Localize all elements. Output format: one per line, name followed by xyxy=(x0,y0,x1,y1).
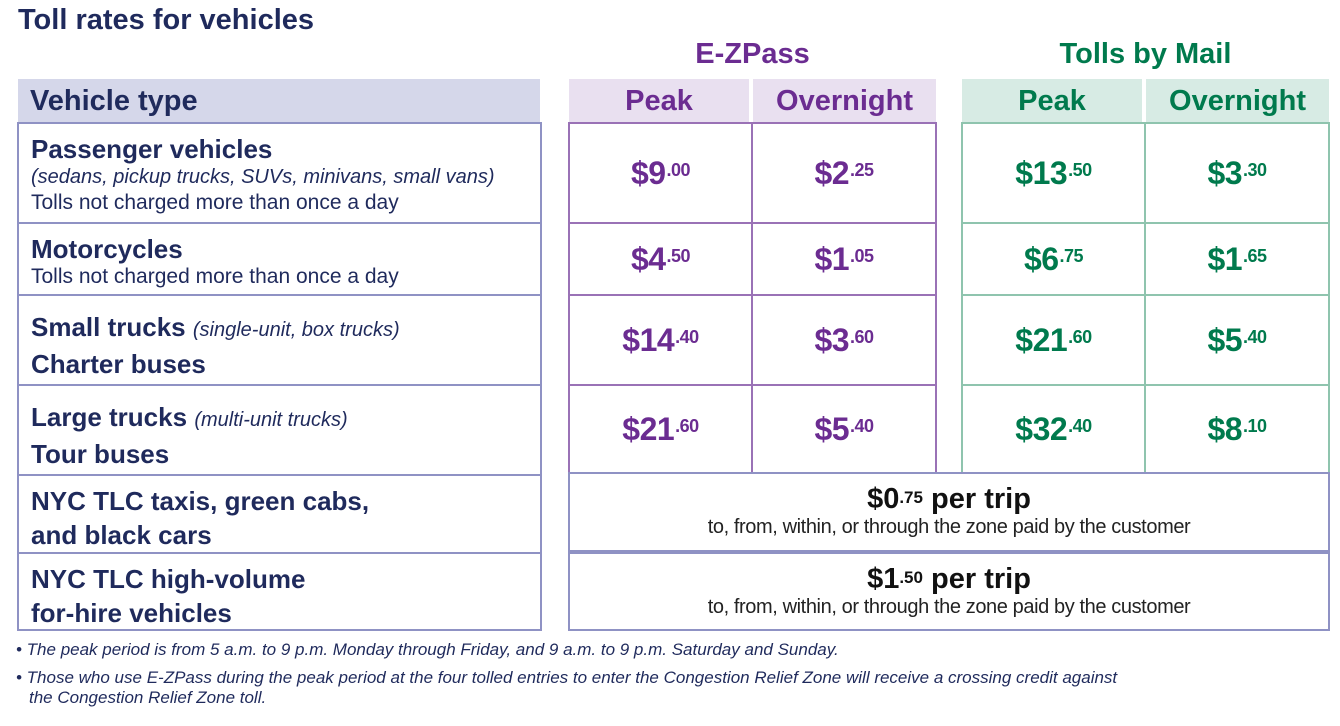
vehicle-detail: (multi-unit trucks) xyxy=(194,409,348,431)
rate-cell: $3.30 xyxy=(1207,154,1267,191)
rate-cell: $1.05 xyxy=(814,240,874,277)
rate-cell: $4.50 xyxy=(630,240,691,277)
rate-cell: $14.40 xyxy=(622,321,699,358)
vehicle-name: NYC TLC high-volume xyxy=(31,564,306,594)
vehicle-row-motorcycles: Motorcycles Tolls not charged more than … xyxy=(19,222,540,294)
trip-amount: $1.50 per trip xyxy=(867,563,1031,595)
vehicle-type-header: Vehicle type xyxy=(18,79,540,123)
vehicle-name: NYC TLC taxis, green cabs, xyxy=(31,486,370,516)
page-title: Toll rates for vehicles xyxy=(18,4,315,36)
vehicle-note: Tolls not charged more than once a day xyxy=(31,191,399,214)
vehicle-name-secondary: for-hire vehicles xyxy=(31,598,232,628)
rate-cell: $3.60 xyxy=(814,321,874,358)
rate-cell: $5.40 xyxy=(814,410,874,447)
rate-cell: $6.75 xyxy=(1023,240,1084,277)
rate-cell: $8.10 xyxy=(1207,410,1267,447)
rate-cell: $2.25 xyxy=(814,154,874,191)
rate-cell: $13.50 xyxy=(1015,154,1092,191)
vehicle-type-column: Passenger vehicles (sedans, pickup truck… xyxy=(17,122,542,631)
rate-cell: $21.60 xyxy=(622,410,699,447)
tolls-by-mail-group-heading: Tolls by Mail xyxy=(1059,38,1232,70)
mail-overnight-header: Overnight xyxy=(1146,79,1329,123)
trip-description: to, from, within, or through the zone pa… xyxy=(707,516,1191,538)
vehicle-row-small-trucks: Small trucks (single-unit, box trucks) C… xyxy=(19,294,540,384)
ezpass-peak-header: Peak xyxy=(569,79,749,123)
vehicle-note: Tolls not charged more than once a day xyxy=(31,265,399,288)
tlc-high-volume-trip-charge: $1.50 per trip to, from, within, or thro… xyxy=(568,552,1330,631)
mail-peak-header: Peak xyxy=(962,79,1142,123)
vehicle-name-secondary: and black cars xyxy=(31,520,212,550)
rate-cell: $5.40 xyxy=(1207,321,1267,358)
vehicle-row-tlc-taxis: NYC TLC taxis, green cabs, and black car… xyxy=(19,474,540,554)
footnote-peak-period: • The peak period is from 5 a.m. to 9 p.… xyxy=(16,640,839,659)
footnote-crossing-credit-cont: the Congestion Relief Zone toll. xyxy=(29,688,267,707)
vehicle-name: Small trucks xyxy=(31,312,186,342)
ezpass-overnight-header: Overnight xyxy=(753,79,936,123)
rate-cell: $32.40 xyxy=(1015,410,1092,447)
vehicle-name-secondary: Charter buses xyxy=(31,349,206,379)
vehicle-row-tlc-high-volume: NYC TLC high-volume for-hire vehicles xyxy=(19,552,540,631)
mail-rates-table: $13.50 $3.30 $6.75 $1.65 $21.60 $5.40 $3… xyxy=(961,122,1330,474)
rate-cell: $21.60 xyxy=(1015,321,1092,358)
rate-cell: $9.00 xyxy=(630,154,691,191)
rate-cell: $1.65 xyxy=(1207,240,1267,277)
vehicle-name: Large trucks xyxy=(31,402,188,432)
vehicle-row-large-trucks: Large trucks (multi-unit trucks) Tour bu… xyxy=(19,384,540,474)
tlc-taxi-trip-charge: $0.75 per trip to, from, within, or thro… xyxy=(568,472,1330,552)
vehicle-name-secondary: Tour buses xyxy=(31,439,170,469)
vehicle-detail: (single-unit, box trucks) xyxy=(192,319,400,341)
vehicle-detail: (sedans, pickup trucks, SUVs, minivans, … xyxy=(31,166,495,188)
vehicle-name: Motorcycles xyxy=(31,234,183,264)
vehicle-row-passenger: Passenger vehicles (sedans, pickup truck… xyxy=(19,124,540,224)
trip-amount: $0.75 per trip xyxy=(867,483,1031,515)
ezpass-rates-table: $9.00 $2.25 $4.50 $1.05 $14.40 $3.60 $21… xyxy=(568,122,937,474)
ezpass-group-heading: E-ZPass xyxy=(695,38,810,70)
vehicle-name: Passenger vehicles xyxy=(31,134,273,164)
trip-description: to, from, within, or through the zone pa… xyxy=(707,596,1191,618)
footnote-crossing-credit: • Those who use E-ZPass during the peak … xyxy=(16,668,1118,687)
